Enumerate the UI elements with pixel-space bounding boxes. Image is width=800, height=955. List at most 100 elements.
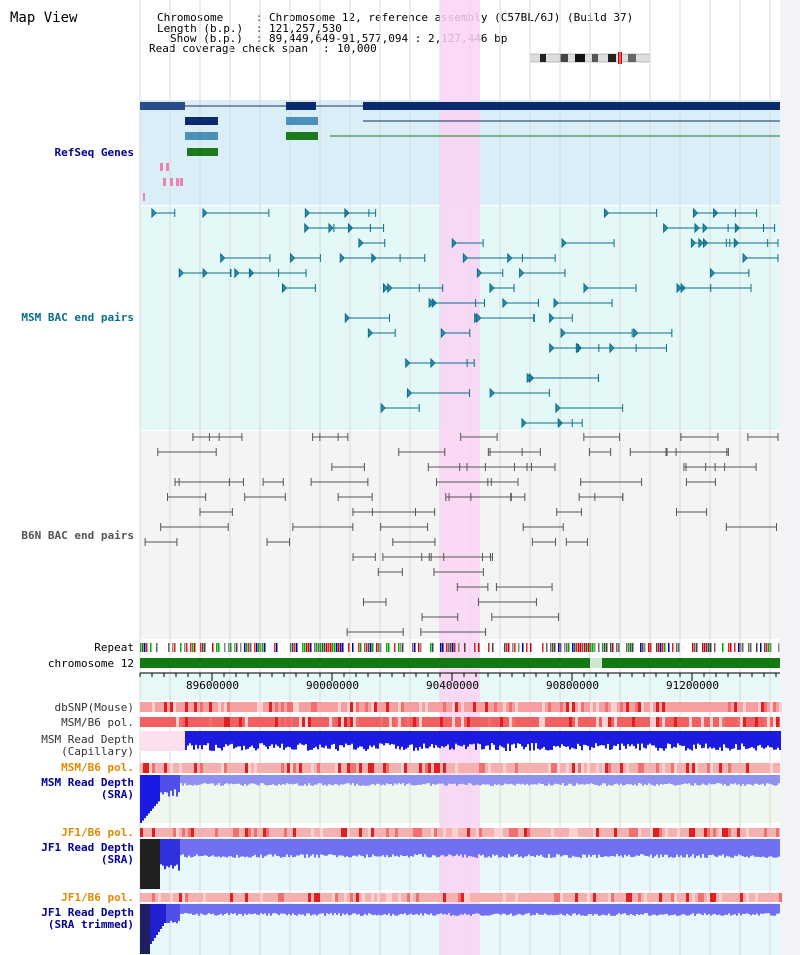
read-depth-bar [212,904,214,914]
read-depth-bar [430,904,432,913]
read-depth-bar [233,731,235,749]
repeat-mark [440,643,442,652]
read-depth-bar [170,904,172,921]
read-depth-bar [488,904,490,916]
repeat-mark [310,643,312,652]
read-depth-bar [545,731,547,750]
read-depth-bar [493,731,495,745]
chromosome-bar[interactable] [140,658,780,668]
track-label-jf1-b6-pol[interactable]: JF1/B6 pol. [61,826,134,839]
repeat-mark [612,643,614,652]
read-depth-bar [733,731,735,748]
read-depth-bar [670,904,672,915]
read-depth-bar [744,904,746,914]
read-depth-bar [748,839,750,858]
track-label-chromosome[interactable]: chromosome 12 [48,657,134,670]
read-depth-bar [538,775,540,783]
read-depth-bar [370,839,372,857]
read-depth-bar [672,904,674,915]
track-label-msm-bac[interactable]: MSM BAC end pairs [21,311,134,324]
read-depth-bar [647,731,649,745]
read-depth-bar [152,839,154,889]
read-depth-bar [473,731,475,744]
read-depth-bar [502,839,504,856]
read-depth-bar [586,839,588,858]
read-depth-bar [722,839,724,854]
read-depth-bar [709,731,711,747]
read-depth-bar [326,839,328,856]
read-depth-bar [289,731,291,747]
track-label-dbsnp[interactable]: dbSNP(Mouse) [55,701,134,714]
track-label-repeat[interactable]: Repeat [94,641,134,654]
genome-browser-canvas[interactable] [0,0,800,955]
read-depth-bar [240,775,242,785]
read-depth-bar [251,731,253,746]
read-depth-bar [328,839,330,854]
read-depth-bar [178,839,180,871]
highlight-region[interactable] [440,0,480,955]
read-depth-bar [636,839,638,855]
read-depth-bar [534,775,536,784]
read-depth-bar [602,839,604,857]
read-depth-bar [322,775,324,785]
track-label-refseq[interactable]: RefSeq Genes [55,146,134,159]
track-label-msm-b6-pol[interactable]: MSM/B6 pol. [61,716,134,729]
read-depth-bar [610,839,612,856]
read-depth-bar [582,904,584,915]
read-depth-bar [380,839,382,856]
read-depth-bar [211,731,213,751]
repeat-mark [506,643,508,652]
read-depth-bar [208,839,210,857]
read-depth-bar [381,731,383,744]
read-depth-bar [573,731,575,748]
read-depth-bar [483,731,485,749]
read-depth-bar [470,775,472,784]
read-depth-bar [395,731,397,749]
repeat-mark [142,643,144,652]
read-depth-bar [595,731,597,743]
repeat-mark [518,643,520,652]
read-depth-bar [579,731,581,746]
read-depth-bar [329,731,331,749]
read-depth-bar [282,904,284,914]
read-depth-bar [256,904,258,915]
repeat-mark [714,643,716,652]
read-depth-bar [358,839,360,855]
read-depth-bar [351,731,353,744]
read-depth-bar [484,839,486,858]
read-depth-bar [756,839,758,857]
read-depth-bar [660,775,662,784]
read-depth-bar [320,839,322,854]
read-depth-bar [264,904,266,913]
read-depth-bar [302,904,304,915]
read-depth-bar [634,775,636,784]
read-depth-bar [594,839,596,855]
read-depth-bar [321,731,323,747]
read-depth-bar [675,731,677,748]
read-depth-bar [150,839,152,889]
track-label-msm-b6-pol-2[interactable]: MSM/B6 pol. [61,761,134,774]
read-depth-bar [588,904,590,914]
read-depth-bar [663,731,665,751]
read-depth-bar [760,904,762,914]
repeat-mark [618,643,620,652]
read-depth-bar [492,839,494,854]
read-depth-bar [250,839,252,858]
read-depth-bar [519,731,521,744]
track-label-b6n-bac[interactable]: B6N BAC end pairs [21,529,134,542]
read-depth-bar [770,775,772,784]
track-label-jf1-b6-pol-2[interactable]: JF1/B6 pol. [61,891,134,904]
read-depth-bar [303,731,305,745]
read-depth-bar [278,839,280,856]
read-depth-bar [408,839,410,857]
read-depth-bar [522,904,524,915]
read-depth-bar [507,731,509,744]
read-depth-bar [740,904,742,915]
read-depth-bar [292,839,294,857]
read-depth-bar [779,731,781,750]
read-depth-bar [412,839,414,857]
read-depth-bar [716,775,718,783]
read-depth-bar [642,839,644,854]
repeat-mark [738,643,740,652]
read-depth-bar [306,839,308,854]
